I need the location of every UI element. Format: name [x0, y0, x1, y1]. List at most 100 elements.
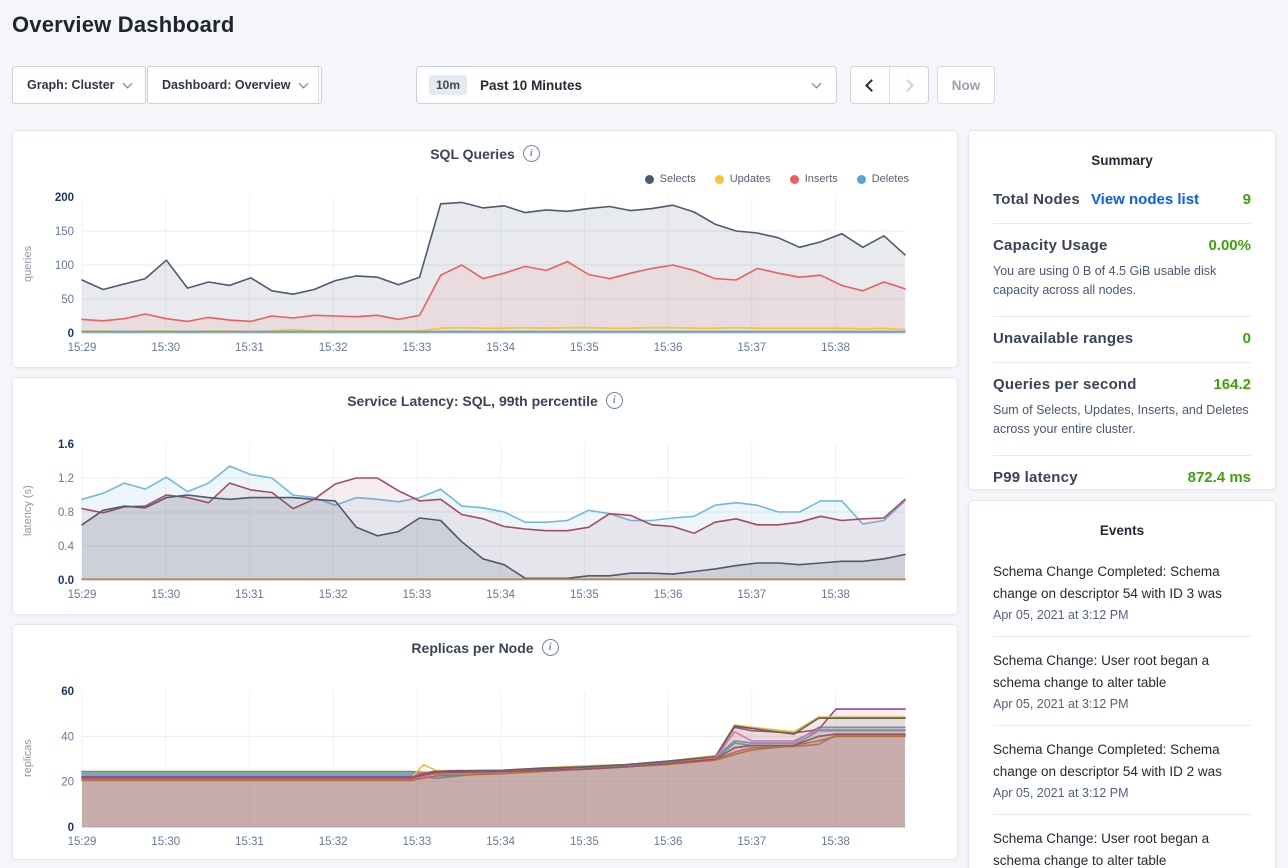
svg-text:15:37: 15:37: [737, 342, 766, 354]
svg-text:15:32: 15:32: [319, 836, 348, 848]
chevron-left-icon: [864, 78, 878, 92]
summary-row-label: P99 latency: [993, 468, 1078, 486]
event-text: Schema Change: User root began a schema …: [993, 831, 1210, 868]
replicas-per-node-card: Replicas per Node i replicas 15:29 15:30 1…: [12, 624, 958, 860]
svg-text:15:29: 15:29: [68, 342, 97, 354]
summary-row-value: 0: [1242, 329, 1251, 347]
legend-dot-icon: [789, 174, 799, 184]
legend-dot-icon: [856, 174, 866, 184]
event-item: Schema Change Completed: Schema change o…: [993, 548, 1251, 636]
event-text: Schema Change Completed: Schema change o…: [993, 564, 1222, 601]
summary-row-value: 164.2: [1213, 375, 1251, 393]
svg-text:15:32: 15:32: [319, 342, 348, 354]
events-panel: Events Schema Change Completed: Schema c…: [968, 500, 1276, 868]
legend-label: Deletes: [871, 173, 909, 185]
events-title: Events: [1099, 523, 1145, 538]
svg-text:15:31: 15:31: [235, 589, 264, 601]
chevron-down-icon: [298, 78, 308, 88]
summary-row-label: Unavailable ranges: [993, 329, 1134, 347]
info-icon[interactable]: i: [541, 639, 559, 656]
svg-text:15:38: 15:38: [821, 836, 850, 848]
time-range-selector[interactable]: 10m Past 10 Minutes: [416, 66, 837, 104]
svg-text:40: 40: [61, 731, 74, 743]
event-time: Apr 05, 2021 at 3:12 PM: [993, 608, 1129, 622]
legend-dot-icon: [644, 174, 654, 184]
chevron-right-icon: [900, 78, 914, 92]
next-range-button[interactable]: [890, 67, 929, 103]
sql-queries-chart-canvas[interactable]: 15:29 15:30 15:31 15:32 15:33 15:34 15:35 15:36…: [19, 189, 953, 365]
summary-row: Queries per second 164.2 Sum of Selects, U…: [993, 361, 1251, 455]
prev-range-button[interactable]: [851, 67, 890, 103]
now-button[interactable]: Now: [937, 66, 995, 104]
chart-title: Replicas per Node: [411, 639, 534, 656]
time-range-label: Past 10 Minutes: [480, 77, 583, 93]
legend-item: Deletes: [856, 173, 909, 185]
svg-text:15:33: 15:33: [403, 836, 432, 848]
summary-row-label: Capacity Usage: [993, 237, 1108, 254]
svg-text:15:34: 15:34: [486, 589, 515, 601]
summary-row-desc: Sum of Selects, Updates, Inserts, and De…: [993, 402, 1249, 437]
svg-text:15:35: 15:35: [570, 342, 599, 354]
legend-label: Selects: [659, 173, 696, 185]
svg-text:200: 200: [55, 192, 74, 204]
summary-panel: Summary Total Nodes View nodes list 9 Capac…: [968, 130, 1276, 490]
svg-text:20: 20: [61, 777, 74, 789]
svg-text:50: 50: [61, 294, 74, 306]
svg-text:0.8: 0.8: [58, 507, 74, 519]
event-time: Apr 05, 2021 at 3:12 PM: [993, 697, 1129, 711]
svg-text:15:30: 15:30: [151, 342, 180, 354]
svg-text:0.4: 0.4: [58, 541, 75, 553]
time-range-badge: 10m: [429, 75, 468, 95]
svg-text:15:34: 15:34: [486, 836, 515, 848]
summary-row-label: Queries per second: [993, 375, 1137, 393]
legend-item: Updates: [714, 173, 771, 185]
chart-title: SQL Queries: [430, 145, 515, 162]
graph-dropdown-label: Graph: Cluster: [27, 78, 115, 92]
service-latency-card: Service Latency: SQL, 99th percentile i …: [12, 377, 958, 615]
svg-text:15:32: 15:32: [319, 589, 348, 601]
svg-text:0: 0: [68, 328, 74, 340]
view-nodes-link[interactable]: View nodes list: [1090, 191, 1200, 208]
svg-text:15:30: 15:30: [151, 589, 180, 601]
svg-text:15:36: 15:36: [654, 342, 683, 354]
summary-row: P99 latency 872.4 ms: [993, 454, 1251, 490]
svg-text:15:34: 15:34: [486, 342, 515, 354]
svg-text:60: 60: [61, 686, 74, 698]
replicas-chart-canvas[interactable]: 15:29 15:30 15:31 15:32 15:33 15:34 15:35 15:36…: [19, 683, 953, 859]
toolbar-divider: [318, 66, 319, 104]
svg-text:15:29: 15:29: [68, 589, 97, 601]
legend-dot-icon: [714, 174, 724, 184]
svg-text:0: 0: [68, 822, 74, 834]
svg-text:15:38: 15:38: [821, 342, 850, 354]
summary-row-value: 9: [1242, 191, 1251, 208]
chart-legend: Selects Updates Inserts Deletes: [644, 173, 909, 185]
summary-row: Total Nodes View nodes list 9: [993, 178, 1251, 223]
page-title: Overview Dashboard: [12, 12, 235, 37]
svg-text:15:35: 15:35: [570, 589, 599, 601]
svg-text:1.2: 1.2: [58, 473, 74, 485]
legend-item: Inserts: [789, 173, 838, 185]
service-latency-chart-canvas[interactable]: 15:29 15:30 15:31 15:32 15:33 15:34 15:35 15:36…: [19, 436, 953, 612]
event-text: Schema Change: User root began a schema …: [993, 653, 1210, 690]
event-item: Schema Change: User root began a schema …: [993, 814, 1251, 868]
chevron-down-icon: [122, 78, 132, 88]
svg-text:100: 100: [55, 260, 74, 272]
svg-text:1.6: 1.6: [58, 439, 74, 451]
legend-label: Inserts: [804, 173, 838, 185]
svg-text:15:37: 15:37: [737, 836, 766, 848]
graph-dropdown[interactable]: Graph: Cluster: [12, 66, 146, 104]
legend-label: Updates: [729, 173, 771, 185]
summary-row-desc: You are using 0 B of 4.5 GiB usable disk…: [993, 264, 1217, 298]
summary-row-label: Total Nodes: [993, 191, 1080, 208]
summary-row: Capacity Usage 0.00% You are using 0 B of …: [993, 223, 1251, 316]
svg-text:15:29: 15:29: [68, 836, 97, 848]
dashboard-dropdown[interactable]: Dashboard: Overview: [147, 66, 322, 104]
svg-text:0.0: 0.0: [58, 575, 74, 587]
svg-text:15:31: 15:31: [235, 342, 264, 354]
info-icon[interactable]: i: [605, 392, 623, 409]
event-text: Schema Change Completed: Schema change o…: [993, 742, 1222, 779]
svg-text:15:33: 15:33: [403, 342, 432, 354]
info-icon[interactable]: i: [522, 145, 540, 162]
svg-text:15:35: 15:35: [570, 836, 599, 848]
summary-row-value: 872.4 ms: [1187, 468, 1251, 486]
